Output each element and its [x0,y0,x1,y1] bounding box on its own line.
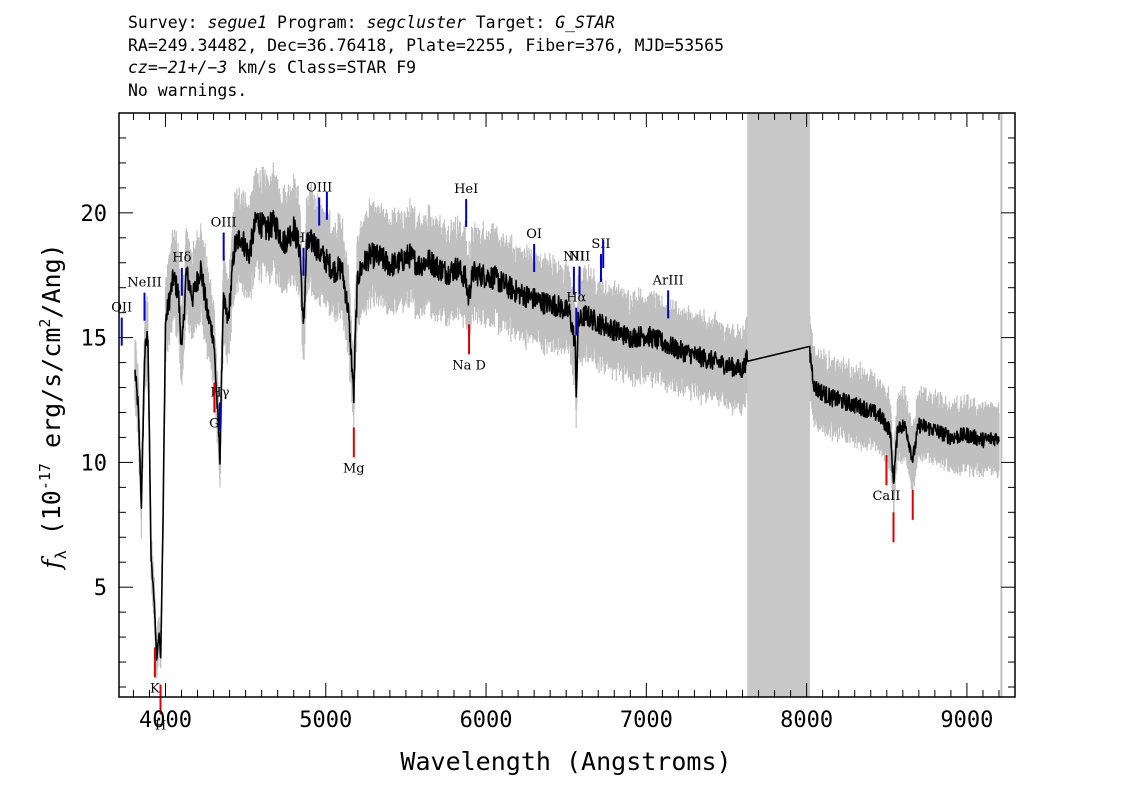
absorption-label: Mg [343,461,365,476]
absorption-label: Na D [452,358,486,373]
emission-label: OII [111,301,132,316]
cz-label: cz= [128,58,158,77]
y-axis-units-a: (10 [37,490,66,550]
header-line-survey: Survey: segue1 Program: segcluster Targe… [128,12,724,35]
emission-label: NII [569,249,591,264]
absorption-label: G [209,417,219,432]
absorption-label: H [155,719,166,734]
emission-label: Hα [566,291,586,306]
y-axis-title: fλ (10-17 erg/s/cm2/Ang) [36,243,70,570]
x-tick-label: 4000 [139,708,192,733]
emission-label: HeI [454,182,478,197]
flux-spectrum [134,209,1000,661]
absorption-label: K [150,681,160,696]
masked-region-overlay [747,113,810,697]
y-axis-units-c: /Ang) [37,243,66,318]
spectrum-header: Survey: segue1 Program: segcluster Targe… [128,12,724,102]
emission-label: OI [526,227,542,242]
header-line-coordinates: RA=249.34482, Dec=36.76418, Plate=2255, … [128,35,725,55]
program-label: Program: [267,13,367,32]
x-tick-label: 5000 [299,708,352,733]
y-axis-exponent: -17 [36,463,54,490]
emission-label: ArIII [652,273,684,288]
y-axis-symbol: f [37,556,66,571]
emission-label: NeIII [127,276,161,291]
emission-label: SII [591,237,610,252]
y-tick-label: 20 [81,202,108,227]
plot-frame [118,112,1016,698]
y-axis-sq: 2 [36,319,54,328]
emission-label: OIII [211,216,237,231]
x-tick-label: 8000 [780,708,833,733]
flux-line-layer [134,209,1000,661]
y-tick-label: 10 [81,451,108,476]
cz-value: −21+/−3 [157,58,228,77]
y-tick-label: 15 [81,327,108,352]
x-tick-label: 6000 [460,708,513,733]
emission-label: Hγ [210,386,229,401]
x-axis-title: Wavelength (Angstroms) [400,747,731,776]
x-tick-label: 7000 [620,708,673,733]
header-line-redshift: cz=−21+/−3 km/s Class=STAR F9 [128,57,724,80]
class-text: km/s Class=STAR F9 [227,58,417,77]
x-tick-label: 9000 [940,708,993,733]
header-line-warnings: No warnings. [128,80,248,100]
emission-label: NII [563,250,585,265]
absorption-label: CaII [872,489,900,504]
emission-label: Hδ [172,251,191,266]
emission-label: Hβ [294,231,313,246]
survey-value: segue1 [207,13,268,32]
y-axis-lambda: λ [52,550,70,559]
y-tick-label: 5 [94,576,107,601]
target-value: G_STAR [555,13,615,32]
program-value: segcluster [366,13,466,32]
y-axis-units-b: erg/s/cm [37,328,66,463]
error-band [134,162,1000,679]
emission-label: OIII [306,181,332,196]
survey-label: Survey: [128,13,208,32]
axes-frame: 4000 5000 6000 7000 8000 9000 5 10 15 20 [81,112,1016,733]
target-label: Target: [465,13,556,32]
